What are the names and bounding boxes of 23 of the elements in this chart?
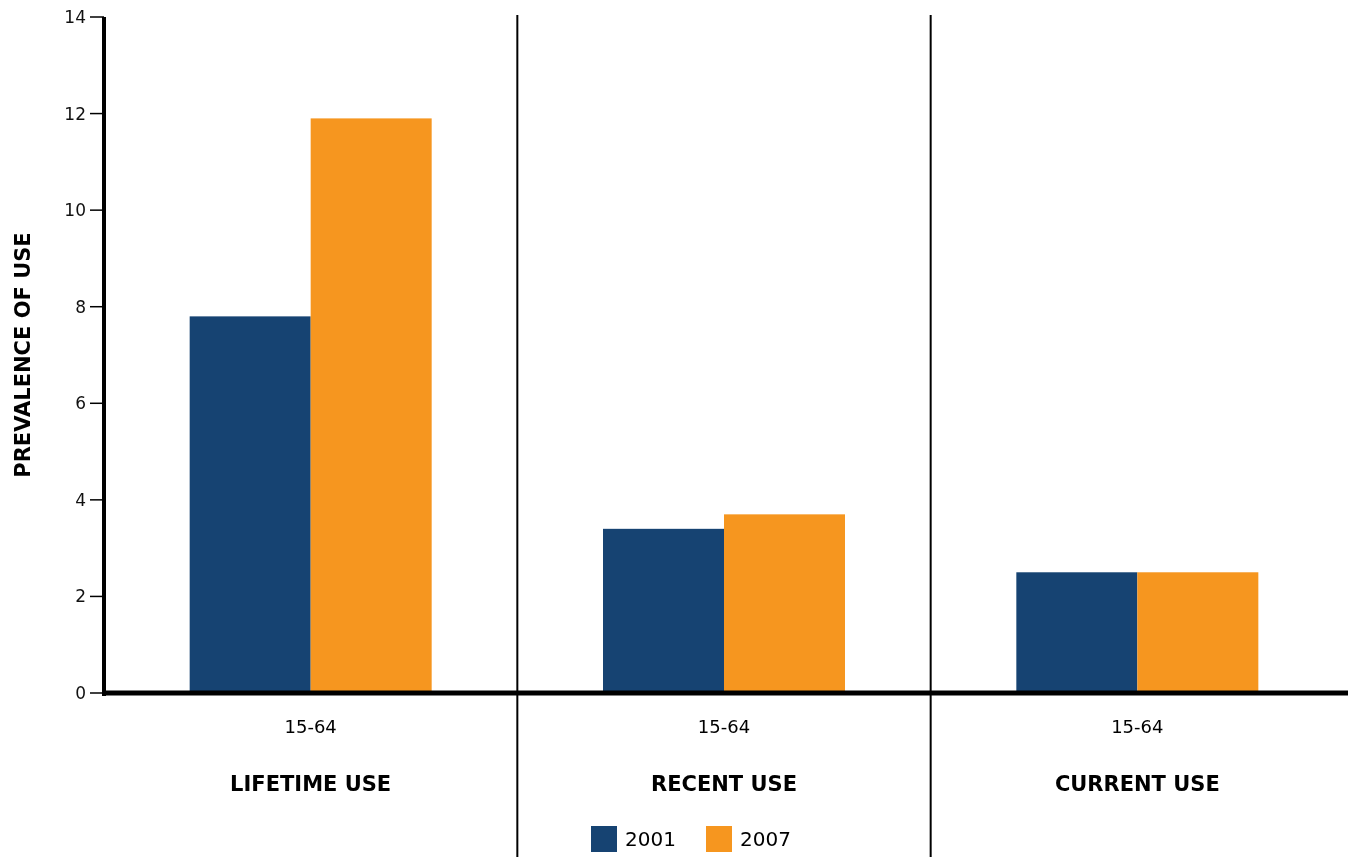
y-tick-label: 8 bbox=[75, 296, 86, 317]
text: 15-64 bbox=[284, 716, 337, 737]
legend-label: 2001 bbox=[625, 827, 676, 851]
text: 15-64 bbox=[1111, 716, 1164, 737]
legend-label: 2007 bbox=[740, 827, 791, 851]
y-tick-label: 2 bbox=[75, 586, 86, 607]
y-tick-label: 6 bbox=[75, 393, 86, 414]
bar bbox=[189, 316, 311, 693]
bar bbox=[1016, 572, 1138, 693]
bar bbox=[603, 528, 724, 693]
text: 15-64 bbox=[697, 716, 751, 737]
x-tick-label: CURRENT USE bbox=[1054, 772, 1220, 796]
x-tick-label: LIFETIME USE bbox=[230, 772, 392, 796]
x-tick-label: RECENT USE bbox=[650, 772, 798, 796]
y-tick-label: 4 bbox=[75, 489, 86, 510]
y-axis-title: PREVALENCE OF USE bbox=[11, 232, 35, 478]
y-tick-label: 0 bbox=[75, 682, 86, 703]
y-tick-label: 10 bbox=[64, 200, 86, 221]
bar bbox=[724, 514, 845, 693]
bar bbox=[1137, 572, 1259, 693]
bar bbox=[310, 118, 432, 693]
y-tick-label: 14 bbox=[64, 6, 86, 27]
y-tick-label: 12 bbox=[64, 103, 86, 124]
